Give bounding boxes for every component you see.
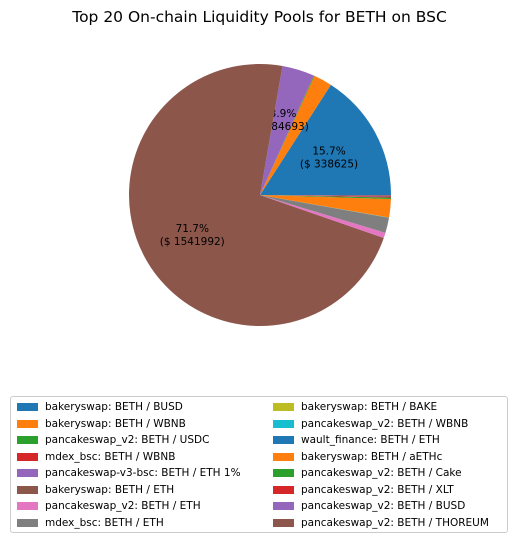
legend-label: pancakeswap_v2: BETH / WBNB bbox=[301, 417, 469, 430]
legend-item: bakeryswap: BETH / BAKE bbox=[273, 400, 437, 414]
slice-percent-label: 3.9% bbox=[270, 108, 297, 120]
legend-item: bakeryswap: BETH / WBNB bbox=[17, 417, 186, 431]
pie-slice bbox=[129, 63, 384, 326]
pie-slice bbox=[260, 195, 391, 200]
pie-slice bbox=[260, 195, 390, 218]
pie-slice bbox=[260, 195, 391, 218]
legend-swatch bbox=[273, 419, 294, 428]
legend-label: pancakeswap_v2: BETH / Cake bbox=[301, 467, 462, 479]
legend-item: pancakeswap-v3-bsc: BETH / ETH 1% bbox=[17, 466, 241, 480]
legend-label: bakeryswap: BETH / ETH bbox=[45, 483, 175, 496]
legend-item: pancakeswap_v2: BETH / Cake bbox=[273, 466, 462, 480]
pie-slice bbox=[260, 75, 314, 195]
slice-percent-label: 71.7% bbox=[176, 223, 209, 235]
legend-label: bakeryswap: BETH / BAKE bbox=[301, 401, 438, 413]
legend-item: wault_finance: BETH / ETH bbox=[273, 433, 440, 447]
legend-swatch bbox=[17, 518, 38, 527]
legend-swatch bbox=[273, 485, 294, 494]
legend-item: pancakeswap_v2: BETH / XLT bbox=[273, 483, 454, 497]
legend-swatch bbox=[17, 419, 38, 428]
legend-label: mdex_bsc: BETH / ETH bbox=[45, 516, 164, 529]
pie-slice bbox=[260, 195, 391, 197]
legend: bakeryswap: BETH / BUSD bakeryswap: BETH … bbox=[10, 396, 508, 533]
legend-item: pancakeswap_v2: BETH / USDC bbox=[17, 433, 209, 447]
pie-slice bbox=[260, 75, 315, 195]
legend-item: pancakeswap_v2: BETH / ETH bbox=[17, 499, 201, 513]
legend-item: bakeryswap: BETH / aETHc bbox=[273, 450, 442, 464]
legend-swatch bbox=[17, 485, 38, 494]
legend-label: bakeryswap: BETH / WBNB bbox=[45, 417, 186, 430]
legend-swatch bbox=[17, 436, 38, 444]
pie-slice bbox=[260, 195, 389, 233]
legend-label: mdex_bsc: BETH / WBNB bbox=[45, 450, 176, 463]
legend-item: pancakeswap_v2: BETH / THOREUM bbox=[273, 516, 489, 530]
pie-chart: 15.7%($ 338625)3.9%($ 84693)71.7%($ 1541… bbox=[129, 63, 392, 326]
legend-item: bakeryswap: BETH / ETH bbox=[17, 483, 174, 497]
legend-item: pancakeswap_v2: BETH / BUSD bbox=[273, 499, 465, 513]
legend-swatch bbox=[17, 452, 38, 461]
legend-item: bakeryswap: BETH / BUSD bbox=[17, 400, 183, 414]
pie-slice bbox=[260, 195, 391, 198]
legend-label: bakeryswap: BETH / aETHc bbox=[301, 450, 443, 463]
legend-item: mdex_bsc: BETH / ETH bbox=[17, 516, 164, 530]
legend-item: mdex_bsc: BETH / WBNB bbox=[17, 450, 175, 464]
legend-label: wault_finance: BETH / ETH bbox=[301, 434, 440, 446]
legend-swatch bbox=[273, 502, 294, 510]
pie-slice bbox=[260, 195, 390, 218]
pie-slice bbox=[260, 195, 390, 218]
pie-slice bbox=[260, 195, 392, 196]
pie-slice bbox=[260, 195, 386, 238]
pie-slice bbox=[260, 65, 314, 195]
legend-swatch bbox=[273, 469, 294, 477]
legend-swatch bbox=[273, 403, 294, 411]
legend-label: pancakeswap_v2: BETH / BUSD bbox=[301, 500, 466, 512]
legend-label: pancakeswap_v2: BETH / THOREUM bbox=[301, 516, 489, 529]
slice-value-label: ($ 338625) bbox=[300, 158, 358, 170]
legend-label: pancakeswap_v2: BETH / USDC bbox=[45, 434, 210, 446]
chart-title: Top 20 On-chain Liquidity Pools for BETH… bbox=[72, 8, 447, 26]
legend-label: pancakeswap_v2: BETH / XLT bbox=[301, 483, 454, 496]
legend-label: pancakeswap_v2: BETH / ETH bbox=[45, 500, 201, 512]
slice-value-label: ($ 1541992) bbox=[160, 236, 225, 248]
legend-label: bakeryswap: BETH / BUSD bbox=[45, 401, 183, 413]
legend-swatch bbox=[273, 518, 294, 527]
legend-label: pancakeswap-v3-bsc: BETH / ETH 1% bbox=[45, 467, 241, 479]
legend-item: pancakeswap_v2: BETH / WBNB bbox=[273, 417, 468, 431]
legend-swatch bbox=[17, 502, 38, 510]
pie-slice bbox=[260, 84, 391, 195]
pie-slice bbox=[260, 75, 331, 195]
legend-swatch bbox=[17, 403, 38, 411]
legend-swatch bbox=[273, 452, 294, 461]
slice-percent-label: 15.7% bbox=[312, 145, 345, 157]
legend-swatch bbox=[273, 436, 294, 444]
legend-swatch bbox=[17, 469, 38, 477]
